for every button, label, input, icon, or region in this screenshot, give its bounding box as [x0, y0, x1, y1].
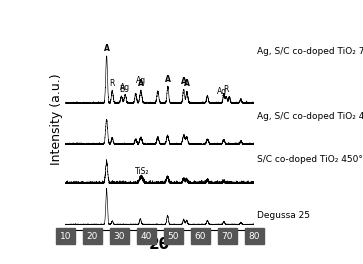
Text: 40: 40 [140, 232, 152, 241]
Text: 50: 50 [167, 232, 179, 241]
Text: Ag, S/C co-doped TiO₂ 450° C: Ag, S/C co-doped TiO₂ 450° C [257, 112, 363, 121]
Bar [83, 228, 102, 244]
Bar [137, 228, 156, 244]
Text: A: A [181, 77, 187, 86]
Bar [218, 228, 237, 244]
X-axis label: 2θ: 2θ [149, 237, 170, 252]
Text: 30: 30 [114, 232, 125, 241]
Text: Degussa 25: Degussa 25 [257, 211, 310, 220]
Text: A: A [138, 79, 144, 88]
Text: Ag: Ag [136, 76, 146, 85]
Text: A: A [104, 44, 110, 53]
Text: A: A [184, 79, 190, 88]
Text: Ag: Ag [217, 87, 227, 96]
Text: 60: 60 [195, 232, 206, 241]
Text: Ag, S/C co-doped TiO₂ 700° C: Ag, S/C co-doped TiO₂ 700° C [257, 47, 363, 56]
Text: 70: 70 [221, 232, 233, 241]
Bar [164, 228, 183, 244]
Text: R: R [224, 85, 229, 94]
Text: Ag: Ag [120, 83, 130, 92]
Bar [191, 228, 209, 244]
Text: R: R [110, 79, 115, 88]
Y-axis label: Intensity (a.u.): Intensity (a.u.) [50, 73, 62, 165]
Text: A: A [165, 75, 171, 84]
Text: 10: 10 [60, 232, 71, 241]
Bar [245, 228, 264, 244]
Bar [110, 228, 129, 244]
Text: TiS₂: TiS₂ [135, 167, 150, 176]
Bar [56, 228, 75, 244]
Text: 80: 80 [248, 232, 260, 241]
Text: S/C co-doped TiO₂ 450° C: S/C co-doped TiO₂ 450° C [257, 155, 363, 164]
Text: 20: 20 [87, 232, 98, 241]
Text: B: B [119, 85, 124, 94]
